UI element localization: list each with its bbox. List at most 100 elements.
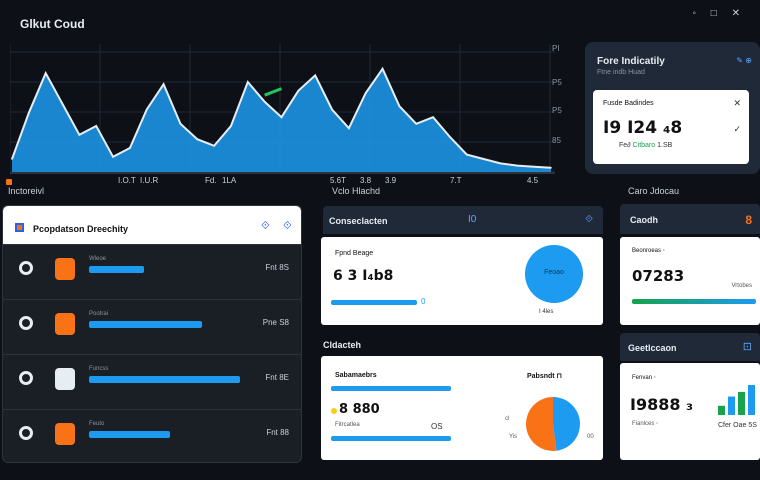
right-card-2-label: Fenvan ◦: [632, 375, 656, 381]
pie-slice: [553, 397, 580, 451]
close-icon[interactable]: ✕: [731, 8, 746, 19]
data-point: [179, 123, 182, 125]
list-item[interactable]: Pootrai Pne S8: [3, 299, 301, 354]
data-point: [162, 83, 165, 85]
foot-left: Fe∂: [619, 142, 631, 149]
data-point: [11, 158, 13, 160]
mini-bar-chart: [718, 385, 755, 415]
indicator-card-label: Fusde Badindes: [603, 100, 654, 107]
pie-side-label: 00: [587, 434, 594, 440]
mid-bottom-bar-2: [331, 436, 451, 441]
data-point: [314, 74, 316, 77]
status-dot: [331, 408, 337, 414]
list-item-bar: [89, 376, 240, 383]
settings-icon[interactable]: ⟐: [283, 220, 292, 232]
right-card-1-value: 07283: [632, 267, 685, 285]
list-item[interactable]: Feuto Fnt 88: [3, 409, 301, 464]
data-point: [280, 116, 283, 118]
x-tick: I.U.R: [140, 176, 159, 185]
left-panel: Pcopdatson Dreechity ⟐ ⟐ Wleoe Fnt 8S Poot…: [2, 205, 302, 463]
data-point: [432, 116, 434, 118]
mini-bar: [748, 385, 755, 415]
pie-side-label: cl: [505, 416, 510, 422]
mid-top-circle-label: Feoao: [544, 269, 564, 276]
mid-top-title: Conseclacten: [329, 216, 388, 226]
x-tick: Fd.: [205, 176, 217, 185]
mid-top-label: Fpnd Beage: [335, 250, 374, 257]
x-tick: 3.9: [385, 176, 397, 185]
right-card-1-title: Caodh: [630, 215, 658, 225]
data-point: [61, 103, 64, 105]
right-card-2-foot: Cfer Oae 5S: [718, 422, 757, 429]
data-point: [112, 156, 114, 158]
data-point: [449, 136, 451, 138]
x-tick: 7.T: [450, 176, 462, 185]
minimize-icon[interactable]: ◦: [692, 8, 702, 19]
indicator-card: Fusde Badindes ✕ ✓ I9 I24 ₄8 Fe∂ Citbaro…: [593, 90, 749, 164]
list-item[interactable]: Funcss Fnt 8E: [3, 354, 301, 409]
right-card-2-header: Geetlccaon ⊡: [620, 333, 760, 361]
highlight-line: [264, 87, 283, 97]
area-fill: [12, 68, 551, 174]
indicator-subtitle: Ftne indb Huad: [597, 69, 645, 76]
mini-bar: [718, 405, 725, 415]
expand-icon[interactable]: ⊡: [742, 341, 752, 353]
refresh-icon[interactable]: ⟐: [261, 220, 270, 232]
list-item-label: Feuto: [89, 421, 105, 427]
check-icon[interactable]: ✓: [733, 124, 741, 134]
flag-icon: [15, 223, 24, 232]
list-item-value: Fnt 88: [266, 428, 289, 437]
status-ring-icon: [19, 261, 33, 275]
mid-top-circle: Feoao: [525, 245, 583, 303]
mid-bottom-value: 8 880: [339, 402, 380, 417]
badge-icon[interactable]: 8: [745, 213, 752, 227]
category-icon: [55, 313, 75, 335]
pie-side-label: Yis: [509, 434, 518, 440]
right-card-2-title: Geetlccaon: [628, 343, 677, 353]
close-icon[interactable]: ✕: [733, 98, 741, 108]
data-point: [28, 112, 30, 114]
right-card-1: Beonroeas ◦ 07283 Vrtobes: [620, 237, 760, 325]
data-point: [331, 108, 333, 111]
data-point: [44, 72, 47, 74]
data-point: [398, 105, 401, 107]
list-item-value: Fnt 8S: [265, 263, 289, 272]
mid-bottom-small: Fitrcatlea: [335, 422, 360, 428]
status-ring-icon: [19, 371, 33, 385]
data-point: [230, 125, 232, 127]
x-tick: I.O.T: [118, 176, 136, 185]
mid-bottom-card: Sabamaebrs 8 880 Fitrcatlea OS Pabsndt ⊓…: [321, 356, 603, 460]
list-item-value: Fnt 8E: [265, 373, 289, 382]
indicator-panel: Fore Indicatily Ftne indb Huad ✎ ⊕ Fusde…: [585, 42, 760, 174]
data-point: [145, 108, 148, 111]
chart-canvas: [10, 44, 555, 174]
data-point: [415, 123, 418, 125]
right-card-1-label: Beonroeas ◦: [632, 248, 665, 254]
pie-label: Pabsndt ⊓: [527, 373, 563, 380]
left-panel-title: Pcopdatson Dreechity: [33, 224, 129, 234]
edit-icon[interactable]: ✎ ⊕: [736, 56, 752, 65]
data-point: [78, 134, 81, 136]
y-tick: PI: [552, 44, 560, 53]
foot-green: Citbaro: [632, 142, 656, 149]
top-bar: Glkut Coud ◦ □ ✕: [0, 0, 760, 44]
right-card-1-header: Caodh 8: [620, 204, 760, 234]
list-item-bar: [89, 431, 170, 438]
category-icon: [55, 368, 75, 390]
x-tick: 1LA: [222, 176, 237, 185]
data-point: [465, 153, 468, 156]
right-card-1-bar: [632, 299, 756, 304]
mid-top-bar-value: 0: [421, 297, 426, 306]
category-icon: [55, 423, 75, 445]
y-tick: P5: [552, 106, 562, 115]
list-item[interactable]: Wleoe Fnt 8S: [3, 244, 301, 299]
data-point: [348, 127, 350, 129]
sync-icon[interactable]: ⟐: [585, 214, 593, 225]
data-point: [196, 138, 199, 140]
maximize-icon[interactable]: □: [710, 8, 723, 19]
window-controls[interactable]: ◦ □ ✕: [692, 8, 746, 19]
mini-bar: [728, 396, 735, 415]
data-point: [381, 68, 384, 70]
main-area-chart: [10, 44, 555, 174]
mid-top-header: Conseclacten I0 ⟐: [323, 206, 603, 234]
